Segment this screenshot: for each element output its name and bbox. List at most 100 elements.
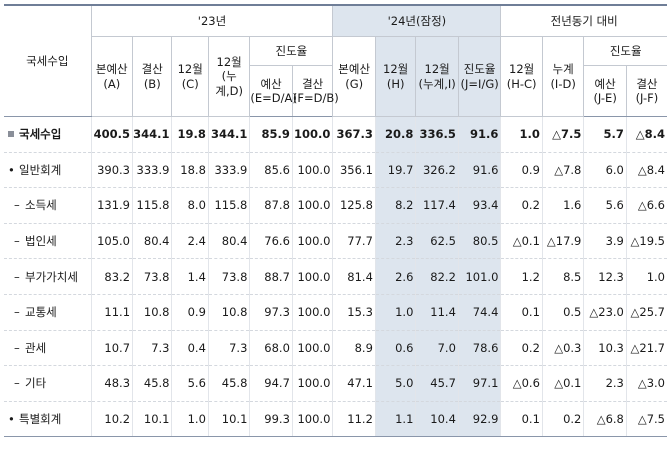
row-label: 국세수입 [4, 116, 92, 153]
row-label: – 관세 [4, 330, 92, 367]
header-yoy-cumulative: 누계 (I-D) [541, 36, 585, 117]
dash-bullet-icon: – [14, 376, 20, 391]
row-label-text: 관세 [25, 340, 47, 355]
table-cell: 94.7 [249, 365, 293, 402]
table-cell: 131.9 [90, 187, 133, 224]
table-cell: 10.7 [90, 330, 133, 367]
table-cell: 8.9 [332, 330, 376, 367]
table-cell: 344.1 [207, 116, 250, 153]
table-row: – 교통세 11.1 10.8 0.9 10.8 97.3 100.0 15.3 1.0 11.4 7… [4, 294, 667, 331]
table-cell: 1.0 [625, 258, 667, 295]
dash-bullet-icon: – [14, 340, 20, 355]
table-cell: 10.1 [207, 401, 250, 438]
corner-header: 국세수입 [4, 4, 92, 117]
table-cell: 0.9 [171, 294, 209, 331]
table-cell: 2.6 [374, 258, 416, 295]
table-cell: 10.3 [583, 330, 627, 367]
table-cell: △0.3 [541, 330, 584, 367]
table-cell: 99.3 [249, 401, 293, 438]
table-cell: 356.1 [332, 152, 376, 189]
row-label: • 특별회계 [4, 401, 92, 438]
table-cell: 20.8 [374, 116, 416, 153]
table-cell: 8.5 [541, 258, 584, 295]
table-cell: 83.2 [90, 258, 133, 295]
table-cell: 85.6 [249, 152, 293, 189]
table-cell: 10.2 [90, 401, 133, 438]
header-23-progress: 진도율 [249, 36, 334, 66]
table-row: • 특별회계 10.2 10.1 1.0 10.1 99.3 100.0 11.2 1.1 10.4… [4, 401, 667, 438]
table-row: – 관세 10.7 7.3 0.4 7.3 68.0 100.0 8.9 0.6 7.0 78.6 0.… [4, 330, 667, 367]
table-row: 국세수입 400.5 344.1 19.8 344.1 85.9 100.0 367.3 20.… [4, 116, 667, 153]
table-cell: △23.0 [583, 294, 627, 331]
table-cell: 5.7 [583, 116, 627, 153]
table-cell: 7.3 [207, 330, 250, 367]
table-cell: 100.0 [291, 294, 333, 331]
dot-bullet-icon: • [8, 162, 15, 177]
square-bullet-icon [8, 131, 14, 138]
table-cell: 1.0 [374, 294, 416, 331]
table-cell: 1.2 [500, 258, 543, 295]
table-cell: △6.8 [583, 401, 627, 438]
table-row: – 기타 48.3 45.8 5.6 45.8 94.7 100.0 47.1 5.0 45.7 97… [4, 365, 667, 402]
group-header-2023: '23년 [90, 4, 334, 37]
row-label-text: 소득세 [25, 198, 57, 213]
table-cell: 68.0 [249, 330, 293, 367]
table-cell: 0.1 [500, 401, 543, 438]
table-cell: △3.0 [625, 365, 667, 402]
table-cell: 0.2 [500, 187, 543, 224]
table-cell: 62.5 [415, 223, 459, 260]
table-cell: 100.0 [291, 330, 333, 367]
table-cell: 100.0 [291, 401, 333, 438]
table-cell: 92.9 [457, 401, 501, 438]
row-label-text: 부가가치세 [25, 269, 78, 284]
table-cell: 5.6 [171, 365, 209, 402]
table-cell: 115.8 [207, 187, 250, 224]
header-yoy-progress-settlement: 결산 (J-F) [625, 65, 667, 117]
table-cell: 11.1 [90, 294, 133, 331]
table-cell: 1.0 [171, 401, 209, 438]
row-label: – 기타 [4, 365, 92, 402]
table-row: – 법인세 105.0 80.4 2.4 80.4 76.6 100.0 77.7 2.3 62.5… [4, 223, 667, 260]
table-cell: 76.6 [249, 223, 293, 260]
table-cell: 91.6 [457, 116, 501, 153]
table-cell: 82.2 [415, 258, 459, 295]
table-cell: △21.7 [625, 330, 667, 367]
header-23-progress-settlement: 결산 (F=D/B) [291, 65, 339, 117]
table-cell: △7.8 [541, 152, 584, 189]
table-cell: 105.0 [90, 223, 133, 260]
table-cell: △8.4 [625, 116, 667, 153]
header-23-december: 12월 (C) [171, 36, 209, 117]
table-cell: 97.1 [457, 365, 501, 402]
table-cell: 0.1 [500, 294, 543, 331]
table-cell: 0.4 [171, 330, 209, 367]
table-cell: 45.8 [207, 365, 250, 402]
header-24-cumulative: 12월 (누계,I) [415, 36, 459, 117]
table-cell: 100.0 [291, 152, 333, 189]
header-23-budget: 본예산 (A) [90, 36, 134, 117]
group-header-yoy: 전년동기 대비 [500, 4, 667, 37]
table-cell: △7.5 [625, 401, 667, 438]
table-row: – 소득세 131.9 115.8 8.0 115.8 87.8 100.0 125.8 8.2 1… [4, 187, 667, 224]
table-cell: 8.2 [374, 187, 416, 224]
table-cell: 93.4 [457, 187, 501, 224]
table-cell: 0.5 [541, 294, 584, 331]
header-24-progress: 진도율 (J=I/G) [457, 36, 502, 117]
table-row: – 부가가치세 83.2 73.8 1.4 73.8 88.7 100.0 81.4 2.6 82.… [4, 258, 667, 295]
table-cell: 2.4 [171, 223, 209, 260]
row-label-text: 법인세 [25, 234, 57, 249]
table-cell: 19.7 [374, 152, 416, 189]
table-cell: 326.2 [415, 152, 459, 189]
table-cell: 73.8 [207, 258, 250, 295]
table-cell: 10.8 [207, 294, 250, 331]
header-23-cumulative: 12월 (누계,D) [207, 36, 251, 117]
table-cell: 3.9 [583, 223, 627, 260]
table-cell: 7.3 [132, 330, 172, 367]
table-cell: △0.6 [500, 365, 543, 402]
table-header: 국세수입 '23년 '24년(잠정) 전년동기 대비 본예산 (A) 결산 (B) … [4, 4, 667, 117]
table-cell: 367.3 [332, 116, 376, 153]
table-cell: 78.6 [457, 330, 501, 367]
table-cell: 400.5 [90, 116, 133, 153]
dash-bullet-icon: – [14, 198, 20, 213]
table-cell: 5.6 [583, 187, 627, 224]
table-cell: 47.1 [332, 365, 376, 402]
